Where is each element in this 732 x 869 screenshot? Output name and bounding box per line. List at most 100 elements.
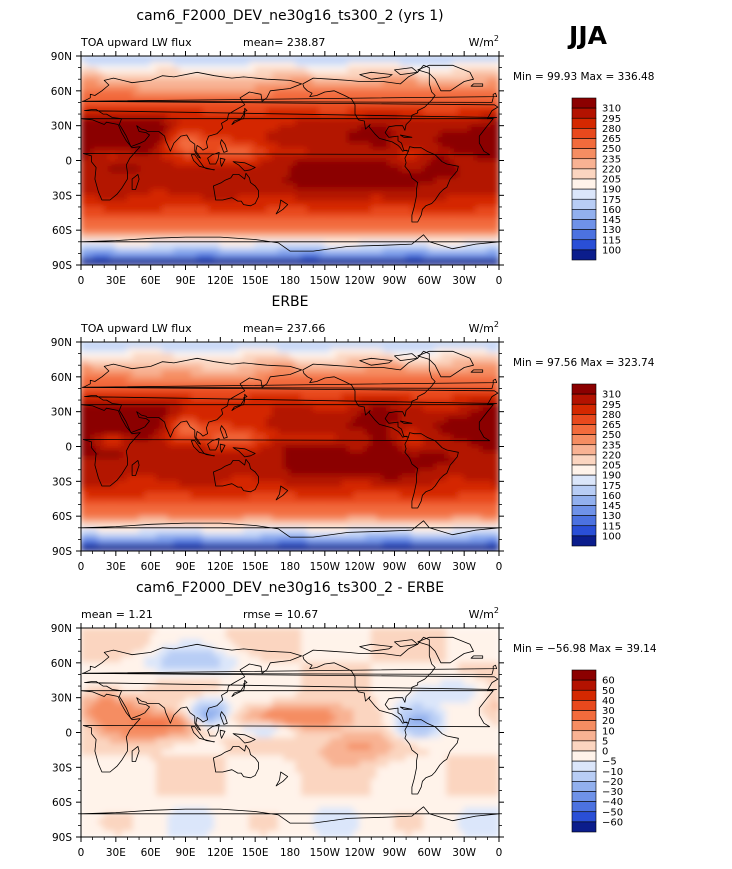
field-cell: [104, 469, 111, 476]
field-cell: [115, 353, 122, 360]
field-cell: [382, 376, 389, 383]
field-cell: [464, 143, 471, 150]
field-cell: [272, 166, 279, 173]
field-cell: [348, 342, 355, 349]
field-cell: [487, 137, 494, 144]
field-cell: [110, 201, 117, 208]
field-cell: [475, 394, 482, 401]
field-cell: [231, 224, 238, 231]
field-cell: [139, 411, 146, 418]
field-cell: [464, 119, 471, 126]
field-cell: [452, 224, 459, 231]
field-cell: [168, 56, 175, 63]
field-cell: [243, 218, 250, 225]
field-cell: [179, 154, 186, 161]
field-cell: [371, 131, 378, 138]
field-cell: [214, 365, 221, 372]
field-cell: [110, 206, 117, 213]
field-cell: [139, 371, 146, 378]
field-cell: [411, 166, 418, 173]
field-cell: [272, 73, 279, 80]
field-cell: [348, 102, 355, 109]
field-cell: [319, 177, 326, 184]
field-cell: [417, 201, 424, 208]
field-cell: [202, 114, 209, 121]
field-cell: [469, 131, 476, 138]
field-cell: [260, 125, 267, 132]
field-cell: [394, 56, 401, 63]
field-cell: [435, 376, 442, 383]
field-cell: [202, 201, 209, 208]
field-cell: [104, 440, 111, 447]
field-cell: [278, 67, 285, 74]
field-cell: [446, 371, 453, 378]
field-cell: [127, 452, 134, 459]
field-cell: [382, 119, 389, 126]
field-cell: [348, 137, 355, 144]
field-cell: [348, 230, 355, 237]
field-cell: [202, 56, 209, 63]
field-cell: [104, 492, 111, 499]
field-cell: [475, 481, 482, 488]
field-cell: [226, 125, 233, 132]
field-cell: [220, 224, 227, 231]
field-cell: [202, 487, 209, 494]
field-cell: [98, 172, 105, 179]
field-cell: [313, 463, 320, 470]
field-cell: [237, 247, 244, 254]
field-cell: [452, 475, 459, 482]
field-cell: [185, 394, 192, 401]
field-cell: [133, 446, 140, 453]
field-cell: [353, 365, 360, 372]
field-cell: [440, 504, 447, 511]
field-cell: [104, 423, 111, 430]
field-cell: [162, 61, 169, 68]
field-cell: [260, 206, 267, 213]
field-cell: [301, 189, 308, 196]
field-cell: [371, 125, 378, 132]
field-cell: [382, 440, 389, 447]
field-cell: [110, 353, 117, 360]
field-cell: [377, 376, 384, 383]
field-cell: [115, 160, 122, 167]
field-cell: [179, 79, 186, 86]
field-cell: [411, 241, 418, 248]
field-cell: [429, 177, 436, 184]
field-cell: [330, 125, 337, 132]
field-cell: [324, 143, 331, 150]
field-cell: [197, 230, 204, 237]
field-cell: [353, 342, 360, 349]
field-cell: [377, 411, 384, 418]
field-cell: [348, 510, 355, 517]
field-cell: [110, 166, 117, 173]
field-cell: [150, 371, 157, 378]
field-cell: [226, 56, 233, 63]
field-cell: [353, 241, 360, 248]
field-cell: [400, 218, 407, 225]
field-cell: [313, 259, 320, 266]
field-cell: [133, 510, 140, 517]
field-cell: [98, 85, 105, 92]
field-cell: [336, 172, 343, 179]
field-cell: [214, 102, 221, 109]
field-cell: [226, 259, 233, 266]
field-cell: [493, 73, 500, 80]
field-cell: [295, 411, 302, 418]
field-cell: [348, 125, 355, 132]
field-cell: [243, 353, 250, 360]
field-cell: [319, 405, 326, 412]
field-cell: [353, 353, 360, 360]
field-cell: [487, 504, 494, 511]
field-cell: [133, 440, 140, 447]
field-cell: [295, 154, 302, 161]
field-cell: [173, 247, 180, 254]
field-cell: [185, 388, 192, 395]
field-cell: [278, 411, 285, 418]
field-cell: [260, 85, 267, 92]
field-cell: [342, 452, 349, 459]
field-cell: [290, 359, 297, 366]
field-cell: [185, 183, 192, 190]
field-cell: [319, 154, 326, 161]
field-cell: [365, 241, 372, 248]
field-cell: [260, 79, 267, 86]
